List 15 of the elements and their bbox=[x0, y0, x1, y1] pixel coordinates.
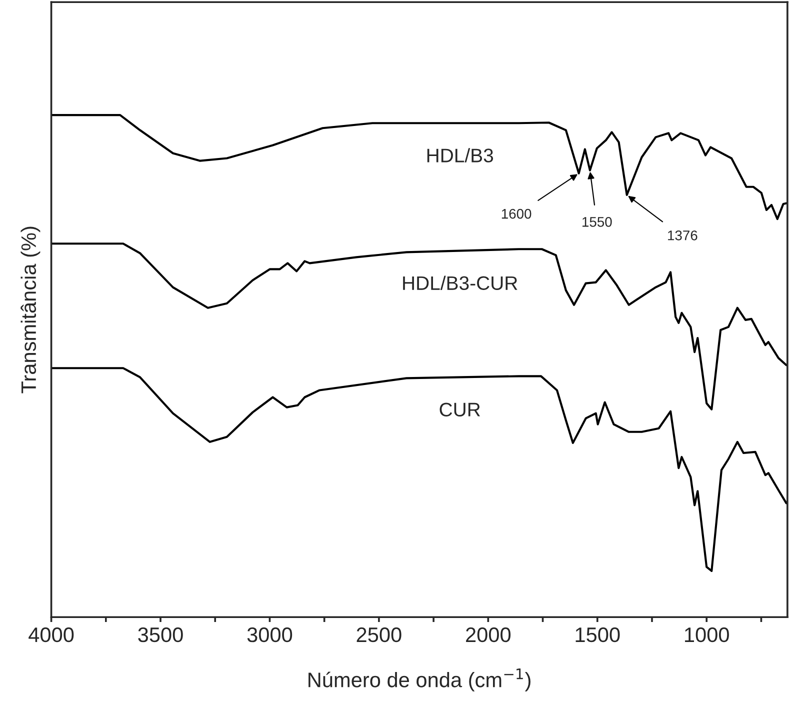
x-axis-title: Número de onda (cm$^{−1}$) bbox=[308, 668, 530, 692]
x-tick-label: 1000 bbox=[685, 627, 729, 642]
series-label: HDL/B3 bbox=[427, 148, 494, 162]
x-tick-label: 3000 bbox=[247, 627, 292, 642]
x-tick-label: 1500 bbox=[576, 627, 620, 642]
series-label: HDL/B3-CUR bbox=[403, 276, 518, 290]
annotation: 1550 bbox=[582, 216, 612, 227]
x-tick-label: 3500 bbox=[138, 627, 183, 642]
series-label: CUR bbox=[440, 402, 480, 416]
x-tick-label: 4000 bbox=[28, 627, 74, 642]
annotation: 1376 bbox=[668, 230, 698, 240]
y-axis-title: Transmitância (%) bbox=[20, 226, 40, 394]
x-tick-label: 2000 bbox=[466, 627, 511, 642]
annotation: 1600 bbox=[502, 208, 532, 219]
x-tick-label: 2500 bbox=[356, 627, 402, 642]
